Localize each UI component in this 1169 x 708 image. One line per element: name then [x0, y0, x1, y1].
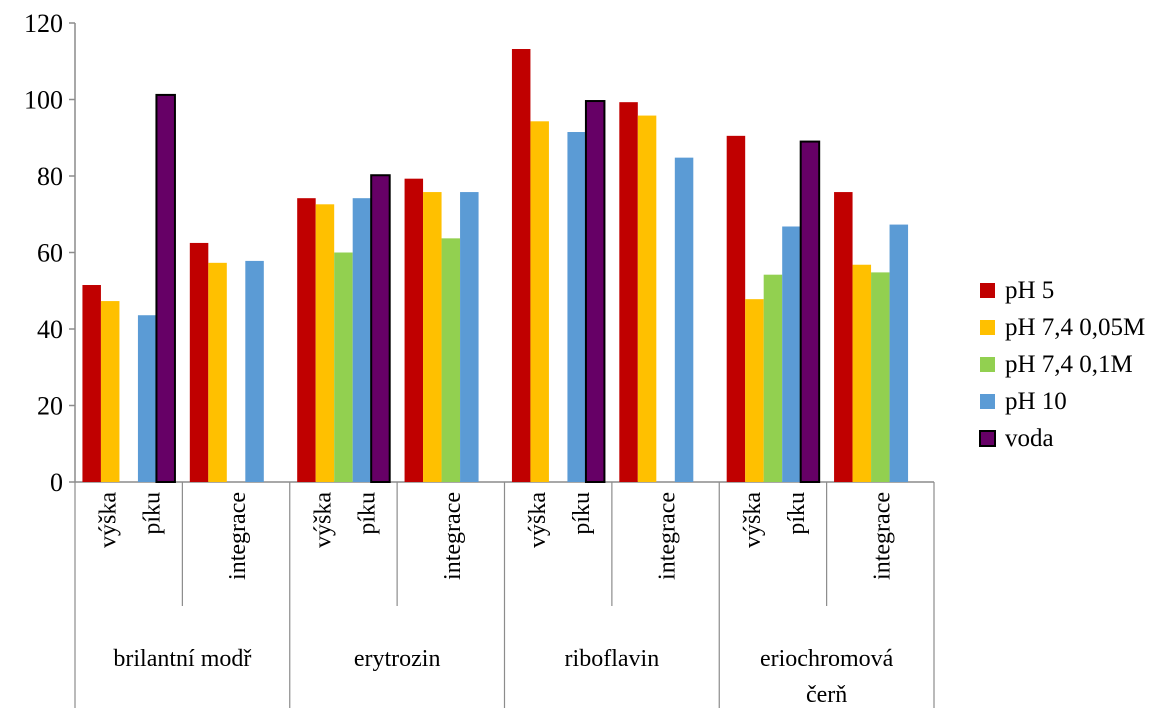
subcategory-label: integrace — [655, 492, 681, 580]
bar — [782, 226, 801, 482]
group-label: eriochromová — [760, 646, 894, 672]
subcategory-label: integrace — [440, 492, 466, 580]
bar — [404, 178, 424, 483]
legend-label: pH 5 — [1005, 277, 1054, 304]
bar — [100, 301, 120, 482]
y-tick-label: 120 — [24, 9, 63, 38]
subcategory-label: píku — [140, 492, 166, 535]
bar — [871, 272, 890, 482]
y-tick-label: 20 — [37, 392, 63, 421]
subcategory-label: píku — [354, 492, 380, 535]
bar — [619, 102, 638, 483]
bar — [584, 100, 606, 483]
chart-bars — [82, 49, 909, 484]
bar — [834, 192, 853, 482]
bar — [530, 121, 549, 483]
group-label: brilantní modř — [113, 646, 251, 672]
legend-label: pH 10 — [1005, 388, 1067, 415]
y-tick-label: 80 — [37, 162, 63, 191]
subcategory-label: integrace — [869, 492, 895, 580]
bar — [245, 260, 264, 482]
legend-label: pH 7,4 0,1M — [1005, 351, 1133, 378]
bar — [852, 264, 872, 482]
subcategory-label: integrace — [225, 492, 251, 580]
bar — [352, 198, 372, 482]
subcategory-label: výška — [525, 492, 551, 548]
bar — [155, 93, 176, 483]
y-tick-label: 100 — [24, 86, 63, 115]
bar — [511, 49, 531, 482]
bar — [674, 157, 694, 482]
bar — [334, 252, 353, 482]
bar — [137, 315, 157, 482]
chart-labels: 0 20 40 60 80 100 120 výška píku integrace brilant… — [24, 9, 895, 708]
legend-swatch — [980, 394, 995, 409]
bar — [567, 132, 586, 482]
bar — [82, 285, 101, 482]
bar — [189, 242, 209, 482]
bar — [637, 115, 657, 482]
subcategory-label: výška — [740, 492, 766, 548]
group-label: riboflavin — [565, 646, 660, 672]
y-tick-label: 0 — [50, 468, 63, 497]
bar — [297, 198, 316, 482]
legend-label: pH 7,4 0,05M — [1005, 314, 1145, 341]
bar — [745, 299, 764, 482]
subcategory-label: píku — [784, 492, 810, 535]
legend-swatch — [980, 283, 995, 298]
bar — [460, 192, 479, 482]
bar — [441, 238, 461, 482]
chart-legend: pH 5 pH 7,4 0,05M pH 7,4 0,1M pH 10 voda — [979, 277, 1145, 452]
legend-label: voda — [1005, 425, 1054, 452]
bar — [208, 262, 227, 482]
bar — [370, 174, 391, 484]
bar — [423, 192, 442, 482]
legend-swatch — [980, 357, 995, 372]
group-label: erytrozin — [354, 646, 441, 672]
bar — [763, 274, 783, 482]
y-tick-label: 60 — [37, 239, 63, 268]
legend-swatch — [980, 320, 995, 335]
subcategory-label: výška — [96, 492, 122, 548]
group-label: čerň — [806, 682, 847, 708]
bar — [315, 204, 335, 482]
bar — [726, 135, 746, 482]
subcategory-label: výška — [310, 492, 336, 548]
bar — [889, 224, 909, 482]
y-tick-label: 40 — [37, 315, 63, 344]
subcategory-label: píku — [569, 492, 595, 535]
bar — [799, 140, 821, 483]
legend-swatch — [979, 430, 996, 447]
